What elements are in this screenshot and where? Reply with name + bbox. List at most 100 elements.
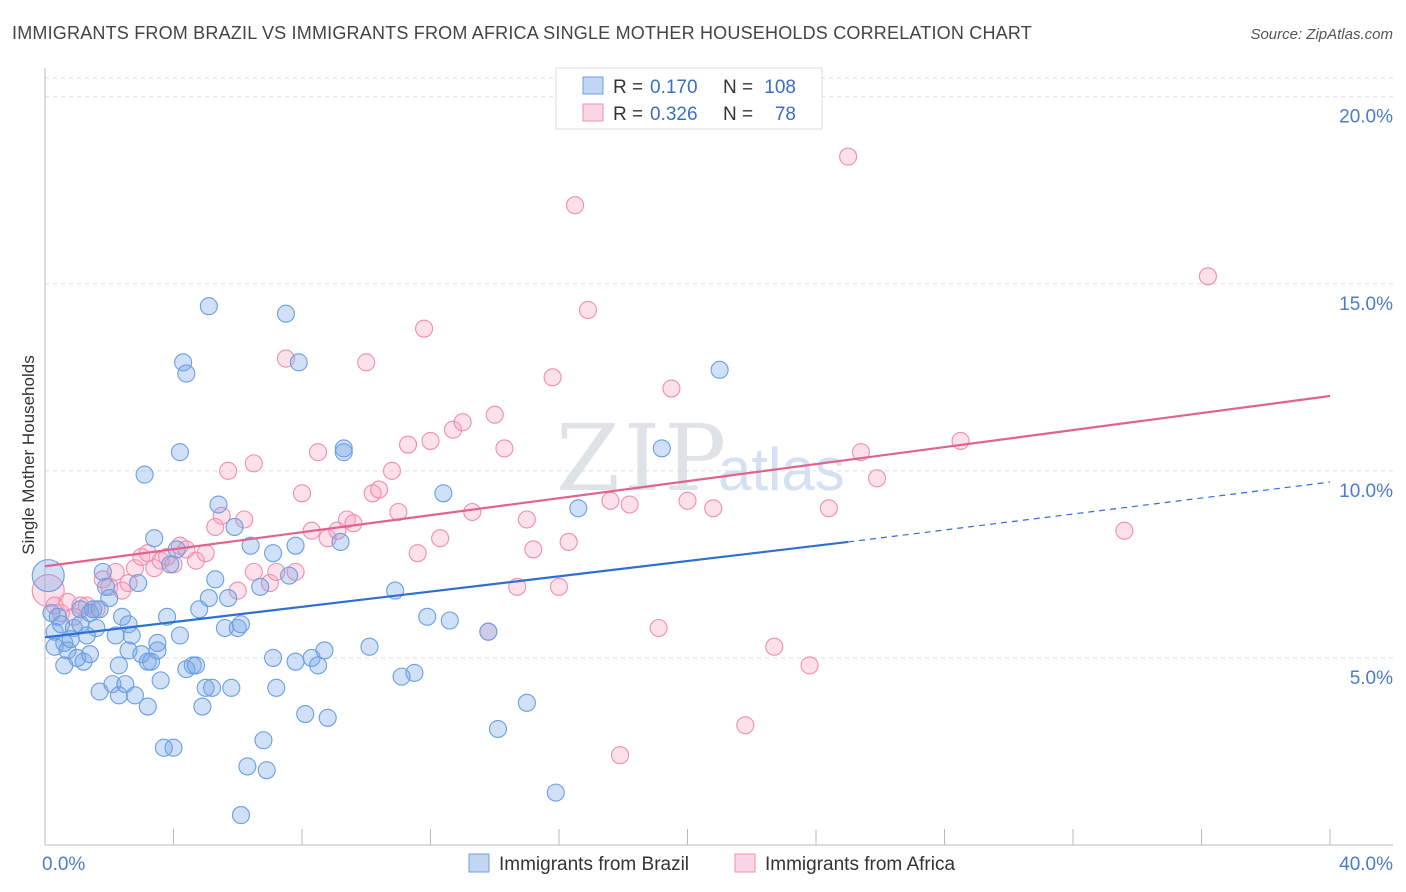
legend-swatch-brazil bbox=[468, 853, 490, 873]
stats-n-label-brazil: N = bbox=[723, 77, 753, 98]
brazil-point-56 bbox=[186, 656, 206, 675]
brazil-point-26 bbox=[106, 626, 125, 645]
brazil-point-91 bbox=[334, 439, 353, 458]
brazil-point-27 bbox=[109, 656, 128, 675]
brazil-point-79 bbox=[267, 678, 286, 697]
africa-point-26 bbox=[219, 461, 238, 480]
brazil-point-61 bbox=[199, 589, 218, 608]
brazil-point-82 bbox=[286, 652, 305, 671]
brazil-point-14 bbox=[74, 652, 93, 671]
brazil-point-71 bbox=[231, 806, 251, 825]
africa-point-53 bbox=[453, 413, 472, 432]
stats-r-value-brazil: 0.170 bbox=[650, 77, 698, 98]
brazil-point-81 bbox=[280, 566, 299, 585]
brazil-point-28 bbox=[109, 686, 128, 705]
africa-point-47 bbox=[398, 435, 418, 454]
brazil-point-84 bbox=[289, 353, 308, 372]
africa-point-12 bbox=[119, 574, 138, 593]
africa-point-37 bbox=[309, 443, 328, 462]
brazil-point-45 bbox=[154, 738, 173, 757]
y-tick-label-2: 15.0% bbox=[1339, 294, 1393, 315]
africa-point-24 bbox=[206, 517, 225, 537]
africa-point-0 bbox=[31, 574, 65, 608]
africa-point-80 bbox=[951, 431, 970, 450]
brazil-point-106 bbox=[710, 360, 729, 379]
africa-point-22 bbox=[186, 551, 206, 570]
trend-line-africa bbox=[44, 394, 1331, 568]
brazil-point-72 bbox=[238, 757, 257, 776]
brazil-point-39 bbox=[138, 697, 157, 716]
stats-n-value-africa: 78 bbox=[775, 104, 796, 125]
africa-point-27 bbox=[228, 581, 247, 600]
africa-point-69 bbox=[649, 618, 668, 638]
africa-point-73 bbox=[736, 716, 755, 735]
africa-point-51 bbox=[431, 529, 450, 548]
brazil-point-89 bbox=[318, 708, 337, 727]
africa-point-76 bbox=[819, 499, 838, 518]
brazil-point-92 bbox=[334, 443, 353, 462]
africa-point-25 bbox=[212, 506, 231, 525]
brazil-point-47 bbox=[161, 555, 180, 574]
africa-point-28 bbox=[235, 510, 254, 529]
stats-n-label-africa: N = bbox=[723, 104, 753, 125]
brazil-point-104 bbox=[569, 499, 588, 518]
brazil-point-40 bbox=[141, 652, 161, 671]
watermark: ZIP atlas bbox=[556, 405, 845, 512]
africa-point-65 bbox=[578, 300, 597, 320]
gridlines bbox=[45, 77, 1393, 659]
brazil-point-62 bbox=[203, 678, 222, 697]
brazil-point-105 bbox=[652, 439, 671, 458]
brazil-point-29 bbox=[113, 607, 132, 626]
brazil-point-41 bbox=[145, 529, 164, 548]
stats-legend: R = 0.170 N = 108 R = 0.326 N = 78 bbox=[555, 67, 823, 130]
africa-point-59 bbox=[517, 510, 536, 529]
brazil-point-93 bbox=[360, 637, 379, 656]
brazil-point-59 bbox=[196, 678, 215, 697]
africa-point-45 bbox=[382, 461, 402, 480]
africa-point-82 bbox=[1198, 267, 1217, 286]
brazil-point-58 bbox=[193, 697, 212, 716]
y-tick-label-0: 5.0% bbox=[1350, 668, 1393, 689]
stats-legend-box bbox=[555, 67, 823, 130]
africa-point-23 bbox=[196, 544, 215, 563]
brazil-point-60 bbox=[199, 297, 218, 316]
brazil-point-80 bbox=[276, 304, 295, 323]
africa-point-57 bbox=[495, 439, 514, 458]
brazil-point-23 bbox=[96, 577, 116, 596]
brazil-point-22 bbox=[93, 562, 112, 581]
africa-point-70 bbox=[662, 379, 681, 398]
africa-point-13 bbox=[125, 559, 144, 578]
brazil-point-83 bbox=[286, 536, 305, 555]
africa-point-64 bbox=[566, 196, 585, 215]
brazil-point-64 bbox=[209, 495, 228, 514]
brazil-point-67 bbox=[222, 678, 241, 697]
africa-point-10 bbox=[106, 562, 125, 581]
brazil-point-88 bbox=[315, 641, 334, 660]
brazil-point-51 bbox=[170, 443, 189, 462]
brazil-point-75 bbox=[254, 731, 273, 750]
brazil-point-98 bbox=[434, 484, 453, 503]
brazil-point-102 bbox=[517, 693, 536, 712]
africa-point-79 bbox=[867, 469, 887, 488]
brazil-point-35 bbox=[129, 574, 148, 593]
brazil-point-96 bbox=[405, 663, 424, 682]
africa-point-72 bbox=[704, 499, 723, 518]
brazil-point-19 bbox=[87, 618, 106, 638]
africa-point-74 bbox=[765, 637, 784, 656]
africa-point-52 bbox=[443, 420, 463, 439]
brazil-point-76 bbox=[257, 761, 276, 780]
legend-swatch-africa bbox=[734, 853, 756, 873]
brazil-point-46 bbox=[158, 607, 177, 626]
africa-point-31 bbox=[260, 574, 279, 593]
brazil-point-43 bbox=[148, 633, 167, 653]
africa-point-54 bbox=[463, 502, 482, 522]
africa-point-68 bbox=[620, 495, 639, 514]
x-tick-label-max: 40.0% bbox=[1339, 854, 1393, 875]
africa-point-78 bbox=[851, 443, 871, 462]
brazil-point-24 bbox=[100, 589, 119, 608]
brazil-point-50 bbox=[170, 626, 189, 645]
y-tick-labels: 5.0% 10.0% 15.0% 20.0% bbox=[1339, 107, 1393, 689]
brazil-point-85 bbox=[296, 704, 315, 724]
axes bbox=[44, 68, 1393, 846]
africa-point-50 bbox=[421, 431, 440, 450]
